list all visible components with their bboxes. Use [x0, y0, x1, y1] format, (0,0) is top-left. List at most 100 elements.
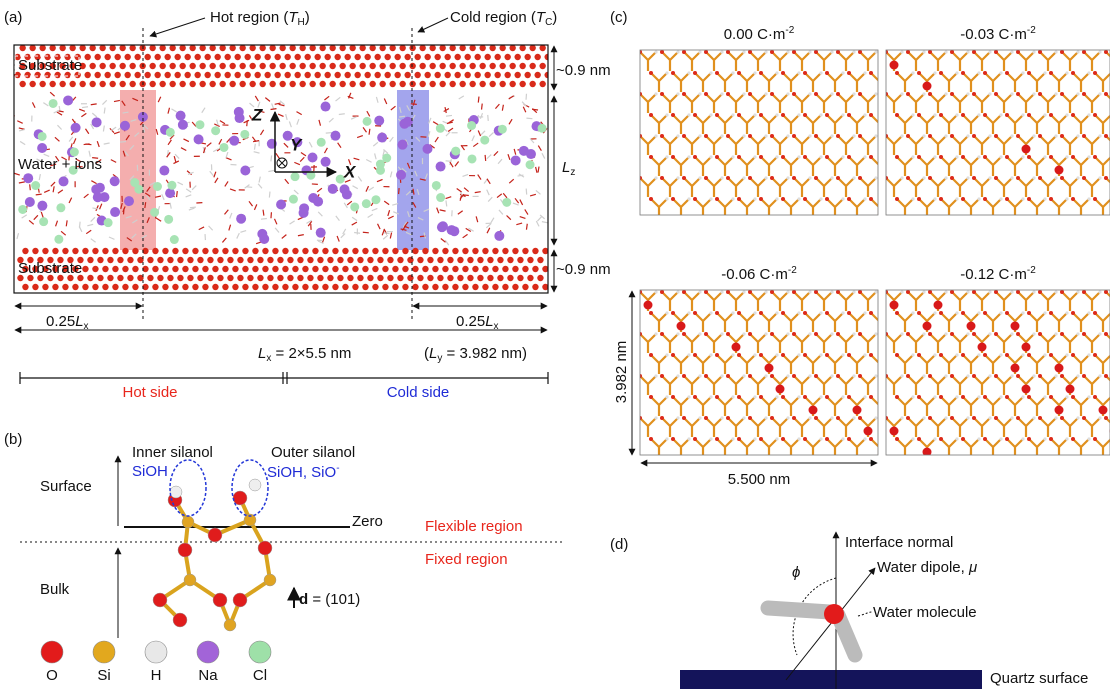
si-o: [783, 397, 799, 416]
si-o: [750, 334, 766, 353]
h: [1076, 176, 1079, 179]
si-o: [1040, 292, 1056, 311]
atom: [469, 63, 475, 69]
atom: [357, 257, 363, 263]
o: [972, 290, 976, 294]
ion: [399, 119, 409, 129]
h: [841, 353, 844, 356]
water: [120, 142, 126, 143]
atom: [284, 54, 290, 60]
atom: [484, 72, 490, 78]
ion: [382, 153, 391, 162]
atom: [329, 63, 335, 69]
density-value: 0.00 C·m: [724, 26, 786, 43]
atom: [202, 248, 208, 254]
h: [687, 197, 690, 200]
atom: [174, 54, 180, 60]
atom: [172, 266, 178, 272]
si-o: [695, 397, 711, 416]
atom: [153, 593, 167, 607]
atom: [134, 72, 140, 78]
panel-d: (d) Quartz surface Interface normal Wate…: [610, 532, 1088, 689]
h: [676, 176, 679, 179]
ion: [317, 138, 326, 147]
ion: [291, 172, 300, 181]
o: [726, 92, 730, 96]
h: [775, 437, 778, 440]
o: [917, 311, 921, 315]
water: [294, 162, 300, 164]
o: [1071, 71, 1075, 75]
si-o: [794, 292, 810, 311]
si-o: [816, 376, 832, 395]
atom: [374, 54, 380, 60]
si-o: [1095, 313, 1110, 332]
water: [271, 109, 277, 110]
o: [1016, 92, 1020, 96]
atom: [132, 266, 138, 272]
water: [343, 229, 346, 234]
outer-silanol: Outer silanol: [271, 444, 355, 461]
o: [1093, 197, 1097, 201]
atom: [159, 81, 165, 87]
si-o: [1106, 178, 1110, 197]
o: [961, 197, 965, 201]
ion: [371, 195, 380, 204]
ion: [236, 214, 246, 224]
atom: [102, 248, 108, 254]
o: [939, 395, 943, 399]
water: [390, 137, 394, 142]
o: [994, 332, 998, 336]
si-o: [739, 157, 755, 176]
atom: [359, 63, 365, 69]
water: [91, 239, 96, 243]
water: [192, 186, 196, 190]
h: [1087, 437, 1090, 440]
atom: [349, 81, 355, 87]
h: [1043, 71, 1046, 74]
legend-swatch: [93, 641, 115, 663]
atom: [437, 275, 443, 281]
ion: [170, 235, 179, 244]
h: [654, 374, 657, 377]
lx: Lx = 2×5.5 nm: [258, 345, 351, 364]
atom: [529, 45, 535, 51]
h: [1043, 113, 1046, 116]
water: [440, 210, 446, 211]
si-o: [897, 355, 913, 374]
h: [1065, 311, 1068, 314]
atom: [499, 81, 505, 87]
atom: [119, 45, 125, 51]
h: [1054, 374, 1057, 377]
si-o: [849, 73, 865, 92]
water: [190, 207, 196, 208]
h: [665, 197, 668, 200]
h: [999, 155, 1002, 158]
o: [1093, 395, 1097, 399]
si-o: [783, 157, 799, 176]
atom: [459, 81, 465, 87]
atom: [99, 45, 105, 51]
water: [91, 217, 95, 221]
atom: [349, 45, 355, 51]
water: [230, 189, 236, 191]
atom: [202, 266, 208, 272]
water: [168, 108, 170, 114]
ion: [25, 197, 35, 207]
water: [69, 198, 72, 203]
si-o: [897, 157, 913, 176]
atom: [213, 593, 227, 607]
atom: [159, 63, 165, 69]
water: [282, 235, 287, 239]
ion: [526, 149, 536, 159]
o: [939, 311, 943, 315]
atom: [199, 81, 205, 87]
o: [770, 374, 774, 378]
water: [255, 96, 258, 101]
atom: [472, 266, 478, 272]
water: [260, 130, 263, 135]
si-o: [816, 94, 832, 113]
si-o: [1029, 73, 1045, 92]
si-o: [1106, 376, 1110, 395]
atom: [487, 257, 493, 263]
